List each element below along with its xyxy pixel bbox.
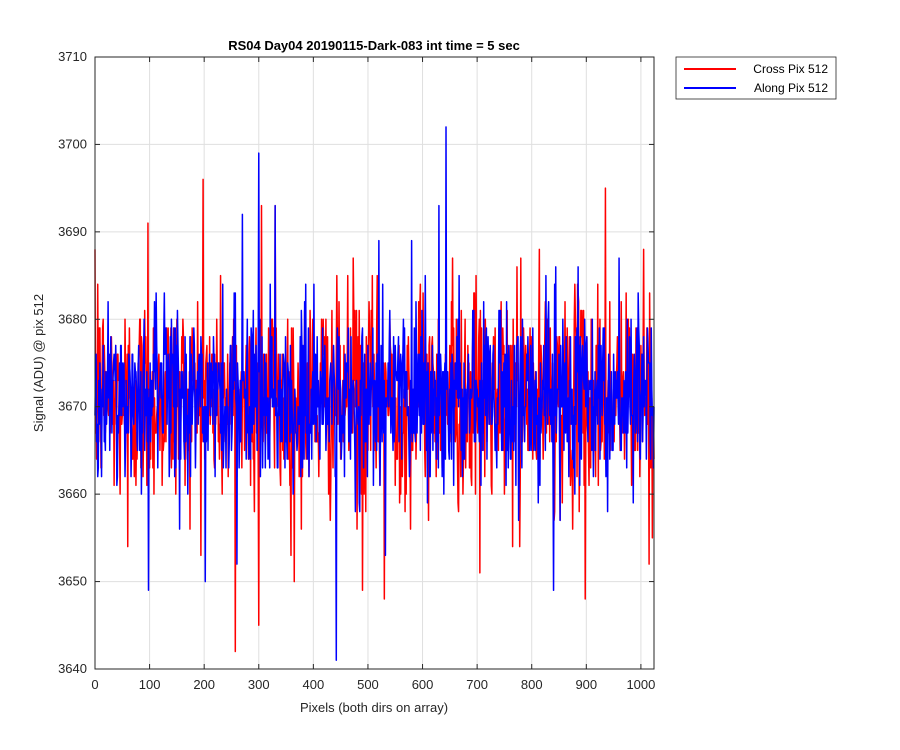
x-tick-label: 600 — [412, 677, 434, 692]
legend: Cross Pix 512 Along Pix 512 — [675, 56, 837, 100]
y-tick-label: 3650 — [58, 574, 87, 589]
x-tick-label: 800 — [521, 677, 543, 692]
y-axis-label: Signal (ADU) @ pix 512 — [31, 294, 46, 432]
y-tick-label: 3640 — [58, 661, 87, 676]
legend-box — [675, 56, 837, 100]
y-tick-label: 3690 — [58, 224, 87, 239]
x-tick-label: 0 — [91, 677, 98, 692]
x-tick-label: 900 — [575, 677, 597, 692]
y-tick-label: 3660 — [58, 486, 87, 501]
plot-frame — [94, 56, 655, 670]
series-line-along — [94, 126, 655, 662]
series-lines — [94, 126, 655, 662]
y-tick-label: 3680 — [58, 311, 87, 326]
y-tick-label: 3670 — [58, 399, 87, 414]
x-tick-label: 700 — [466, 677, 488, 692]
y-tick-label: 3710 — [58, 49, 87, 64]
legend-label-cross: Cross Pix 512 — [753, 62, 828, 76]
x-tick-label: 200 — [193, 677, 215, 692]
x-tick-label: 100 — [139, 677, 161, 692]
y-tick-label: 3700 — [58, 136, 87, 151]
ticks: 0 100 200 300 400 500 600 700 800 900 1000 3640 3650… — [58, 49, 655, 692]
legend-label-along: Along Pix 512 — [754, 81, 828, 95]
chart-title: RS04 Day04 20190115-Dark-083 int time = … — [228, 38, 520, 53]
x-axis-label: Pixels (both dirs on array) — [300, 700, 448, 715]
x-tick-label: 400 — [303, 677, 325, 692]
x-tick-label: 300 — [248, 677, 270, 692]
x-tick-label: 1000 — [626, 677, 655, 692]
x-tick-label: 500 — [357, 677, 379, 692]
